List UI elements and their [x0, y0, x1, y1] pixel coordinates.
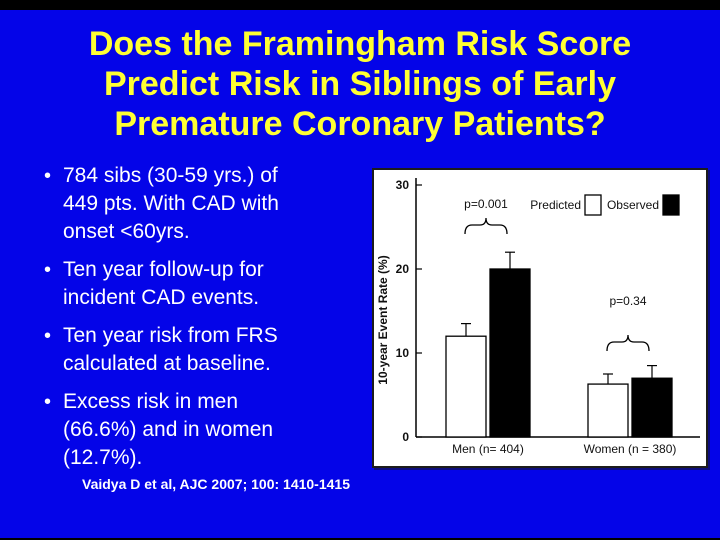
bullet-list: • 784 sibs (30-59 yrs.) of 449 pts. With… — [44, 162, 354, 482]
bullet-marker: • — [44, 391, 52, 413]
y-tick-label: 10 — [396, 346, 410, 360]
p-value-label: p=0.001 — [464, 197, 508, 211]
bullet-marker: • — [44, 259, 52, 281]
bullet-marker: • — [44, 325, 52, 347]
legend-swatch-predicted — [584, 194, 602, 216]
y-tick-label: 30 — [396, 178, 410, 192]
bar-chart: 0 10 20 30 10-year Event Rate (%) Men (n= 404… — [376, 178, 700, 456]
y-tick-label: 20 — [396, 262, 410, 276]
bullet-text: Ten year risk from FRS calculated at bas… — [63, 324, 278, 375]
bullet-item: • Ten year risk from FRS calculated at b… — [44, 322, 354, 378]
bullet-text: Ten year follow-up for incident CAD even… — [63, 258, 264, 309]
chart-panel: 0 10 20 30 10-year Event Rate (%) Men (n= 404… — [372, 168, 708, 468]
bullet-item: • 784 sibs (30-59 yrs.) of 449 pts. With… — [44, 162, 354, 246]
legend-label-observed: Observed — [607, 198, 659, 212]
legend-swatch-observed — [662, 194, 680, 216]
bar-predicted-group1 — [587, 383, 629, 438]
bullet-item: • Excess risk in men (66.6%) and in wome… — [44, 388, 354, 472]
citation: Vaidya D et al, AJC 2007; 100: 1410-1415 — [82, 476, 350, 492]
bullet-marker: • — [44, 165, 52, 187]
bullet-text: Excess risk in men (66.6%) and in women … — [63, 390, 274, 469]
slide-title: Does the Framingham Risk Score Predict R… — [88, 25, 632, 143]
significance-brace — [464, 217, 508, 235]
bar-predicted-group0 — [445, 335, 487, 438]
slide-top-border — [0, 0, 720, 10]
x-category-label: Men (n= 404) — [452, 442, 524, 456]
bullet-item: • Ten year follow-up for incident CAD ev… — [44, 256, 354, 312]
legend-label-predicted: Predicted — [530, 198, 581, 212]
y-tick-label: 0 — [402, 430, 409, 444]
significance-brace — [606, 334, 650, 352]
bar-observed-group0 — [489, 268, 531, 438]
p-value-label: p=0.34 — [609, 294, 646, 308]
bullet-text: 784 sibs (30-59 yrs.) of 449 pts. With C… — [63, 164, 279, 243]
bar-observed-group1 — [631, 377, 673, 438]
x-category-label: Women (n = 380) — [584, 442, 677, 456]
slide-bottom-border — [0, 538, 720, 540]
y-axis-title: 10-year Event Rate (%) — [376, 255, 390, 384]
